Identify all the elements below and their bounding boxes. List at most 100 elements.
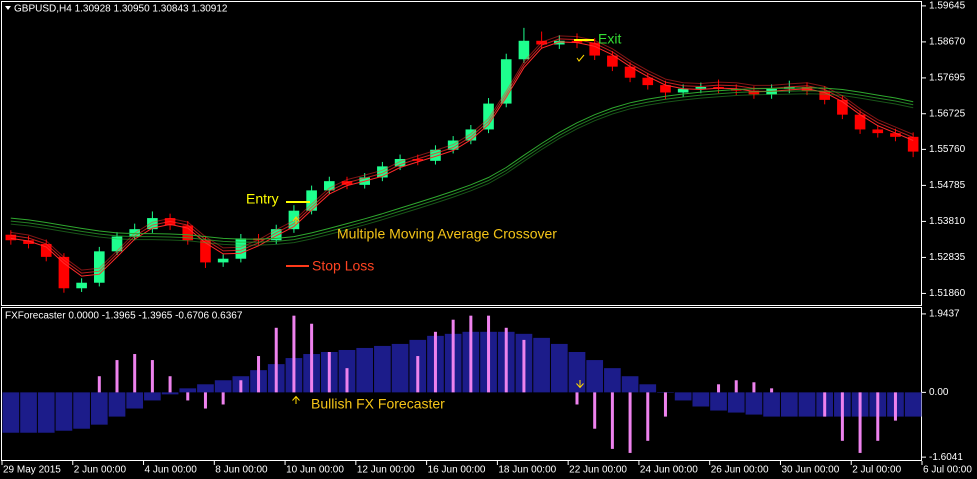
candle-body	[58, 256, 70, 289]
histogram-bar	[568, 352, 586, 393]
candle-body	[518, 40, 530, 60]
histogram-bar	[214, 380, 232, 393]
histogram-bar	[433, 331, 437, 393]
histogram-bar	[356, 347, 374, 393]
annotation: Multiple Moving Average Crossover	[337, 226, 557, 242]
y-tick-label: 1.55760	[929, 144, 966, 155]
histogram-bar	[610, 392, 614, 449]
x-tick-label: 12 Jun 00:00	[357, 465, 415, 476]
candle-body	[660, 85, 671, 93]
histogram-bar	[646, 392, 650, 441]
histogram-bar	[487, 315, 491, 393]
y-tick-label: 1.58670	[929, 37, 966, 48]
candle-body	[483, 103, 494, 130]
candle-body	[182, 225, 194, 241]
y-tick-label: 1.9437	[929, 309, 960, 320]
x-tick-label: 24 Jun 00:00	[640, 465, 698, 476]
candle-body	[76, 282, 87, 289]
histogram-bar	[179, 388, 197, 393]
histogram-bar	[239, 380, 243, 393]
candle-body	[270, 229, 282, 241]
exit-arrow	[576, 380, 584, 389]
histogram-bar	[150, 360, 154, 393]
histogram-bar	[161, 392, 179, 395]
candle-body	[40, 243, 52, 257]
x-tick-label: 6 Jul 00:00	[923, 465, 972, 476]
histogram-bar	[745, 392, 763, 415]
y-tick-label: 1.56725	[929, 108, 966, 119]
histogram-bar	[186, 392, 190, 401]
histogram-bar	[451, 319, 455, 393]
exit-check	[576, 54, 585, 62]
histogram-bar	[734, 380, 738, 393]
candle-body	[554, 40, 565, 45]
histogram-bar	[639, 384, 657, 393]
histogram-bar	[144, 392, 161, 401]
x-tick-label: 30 Jun 00:00	[781, 465, 839, 476]
candle-body	[447, 140, 459, 150]
annotation: Bullish FX Forecaster	[311, 396, 445, 412]
indicator-title: FXForecaster 0.0000 -1.3965 -1.3965 -0.6…	[5, 311, 243, 322]
candle-body	[872, 129, 884, 134]
histogram-bar	[621, 376, 639, 393]
y-tick-label: 0.00	[929, 387, 949, 398]
main-title: GBPUSD,H4 1.30928 1.30950 1.30843 1.3091…	[14, 4, 228, 15]
candle-body	[377, 166, 388, 178]
moving-average	[10, 35, 914, 271]
y-tick-label: -1.6041	[929, 452, 963, 463]
candle-body	[23, 240, 34, 244]
histogram-bar	[20, 392, 37, 433]
histogram-bar	[391, 343, 409, 393]
histogram-bar	[550, 343, 568, 393]
annotation: Stop Loss	[312, 258, 374, 274]
candle-body	[200, 240, 211, 263]
candle-body	[854, 114, 866, 130]
candle-body	[624, 66, 636, 78]
histogram-bar	[692, 392, 710, 407]
y-tick-label: 1.52835	[929, 252, 966, 263]
candle-body	[748, 90, 760, 95]
histogram-bar	[327, 352, 331, 393]
histogram-bar	[575, 392, 579, 405]
candle-body	[589, 42, 600, 56]
histogram-bar	[274, 327, 278, 393]
candle-body	[642, 77, 654, 86]
y-tick-label: 1.51860	[929, 288, 966, 299]
x-tick-label: 18 Jun 00:00	[498, 465, 556, 476]
histogram-bar	[904, 392, 922, 417]
x-tick-label: 4 Jun 00:00	[145, 465, 198, 476]
x-tick-label: 22 Jun 00:00	[569, 465, 627, 476]
histogram-bar	[115, 360, 119, 393]
histogram-bar	[858, 392, 862, 453]
x-tick-label: 10 Jun 00:00	[286, 465, 344, 476]
histogram-bar	[823, 392, 827, 417]
plot-layer	[2, 27, 922, 453]
histogram-bar	[310, 323, 314, 393]
candle-body	[324, 181, 335, 191]
moving-average	[10, 87, 914, 240]
candle-body	[306, 190, 317, 211]
histogram-bar	[533, 337, 550, 393]
candle-body	[907, 136, 919, 152]
histogram-bar	[710, 392, 727, 411]
candle-body	[5, 234, 17, 241]
candle-body	[500, 59, 512, 104]
x-tick-label: 8 Jun 00:00	[215, 465, 268, 476]
histogram-bar	[55, 392, 73, 431]
candle-body	[94, 251, 105, 283]
histogram-bar	[770, 388, 774, 393]
histogram-bar	[197, 384, 214, 393]
histogram-bar	[37, 392, 55, 433]
y-tick-label: 1.57695	[929, 73, 966, 84]
candle-body	[607, 55, 618, 67]
histogram-bar	[203, 392, 207, 409]
histogram-bar	[604, 368, 621, 393]
x-tick-label: 26 Jun 00:00	[711, 465, 769, 476]
histogram-bar	[257, 356, 261, 393]
histogram-bar	[727, 392, 745, 413]
y-tick-label: 1.54785	[929, 180, 966, 191]
histogram-bar	[504, 327, 508, 393]
candle-body	[465, 129, 477, 141]
candle-body	[837, 99, 848, 115]
histogram-bar	[663, 392, 667, 417]
